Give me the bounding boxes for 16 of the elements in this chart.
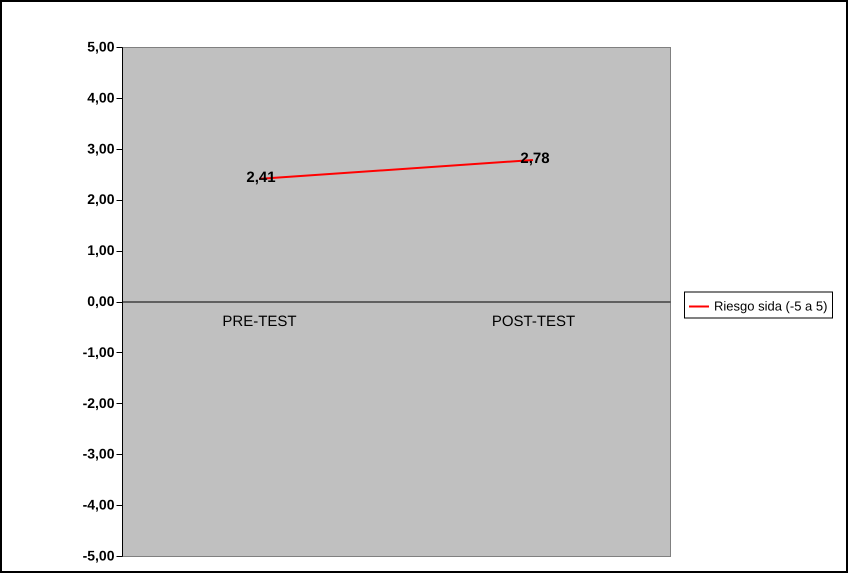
data-label: 2,78 xyxy=(520,150,550,167)
y-tick-label: -5,00 xyxy=(82,548,115,564)
y-tick-label: 4,00 xyxy=(87,89,115,106)
y-tick-label: 2,00 xyxy=(87,191,115,208)
x-tick-label: PRE-TEST xyxy=(222,313,297,330)
y-tick-label: -2,00 xyxy=(82,394,115,411)
y-tick-label: -1,00 xyxy=(82,344,115,360)
y-tick-label: 3,00 xyxy=(87,140,115,156)
y-tick-label: -4,00 xyxy=(82,496,115,513)
data-label: 2,41 xyxy=(246,168,276,186)
y-tick-label: 5,00 xyxy=(87,38,115,54)
y-tick-label: -3,00 xyxy=(82,446,115,462)
y-tick-label: 0,00 xyxy=(87,293,115,309)
y-tick-label: 1,00 xyxy=(87,242,115,258)
legend-label: Riesgo sida (-5 a 5) xyxy=(714,298,828,314)
x-tick-label: POST-TEST xyxy=(492,313,576,330)
